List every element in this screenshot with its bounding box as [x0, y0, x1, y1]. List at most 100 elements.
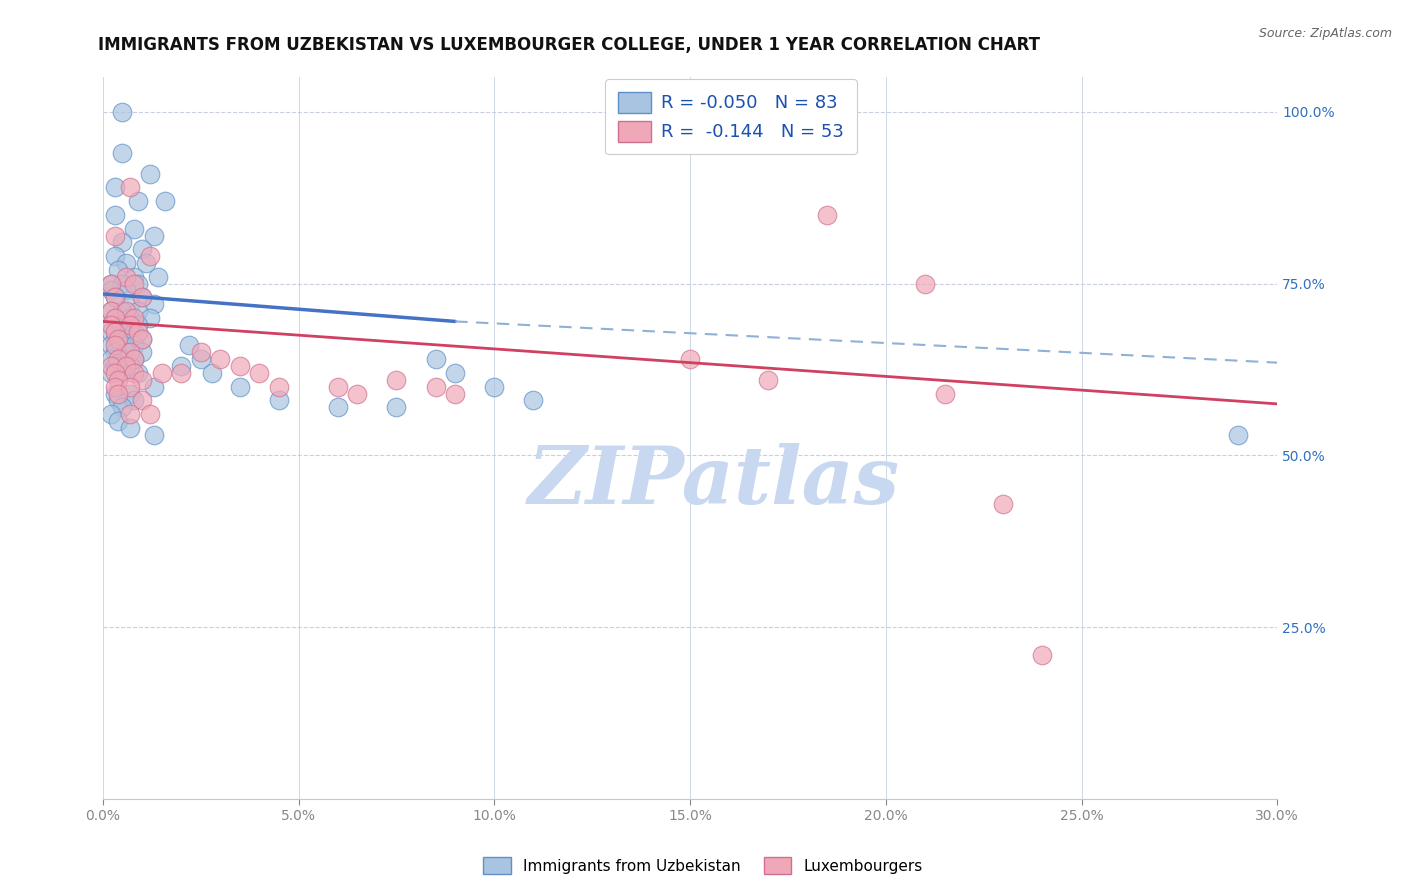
Point: [100, 352, 122, 367]
Point: [103, 332, 125, 346]
Text: IMMIGRANTS FROM UZBEKISTAN VS LUXEMBOURGER COLLEGE, UNDER 1 YEAR CORRELATION CHA: IMMIGRANTS FROM UZBEKISTAN VS LUXEMBOURG…: [98, 36, 1040, 54]
Point: [103, 386, 125, 401]
Point: [139, 167, 162, 181]
Point: [111, 366, 134, 380]
Point: [103, 359, 125, 373]
Point: [756, 373, 779, 387]
Point: [142, 228, 165, 243]
Point: [201, 366, 224, 380]
Point: [177, 338, 200, 352]
Point: [100, 277, 122, 291]
Point: [127, 325, 149, 339]
Point: [135, 256, 157, 270]
Point: [100, 338, 122, 352]
Point: [103, 208, 125, 222]
Point: [111, 304, 134, 318]
Point: [107, 352, 129, 367]
Point: [679, 352, 702, 367]
Point: [100, 407, 122, 421]
Point: [107, 393, 129, 408]
Point: [100, 277, 122, 291]
Point: [1031, 648, 1053, 662]
Point: [127, 304, 149, 318]
Point: [111, 338, 134, 352]
Point: [100, 304, 122, 318]
Point: [385, 401, 408, 415]
Point: [107, 263, 129, 277]
Point: [131, 373, 153, 387]
Point: [131, 290, 153, 304]
Point: [107, 332, 129, 346]
Point: [484, 380, 506, 394]
Point: [1227, 427, 1250, 442]
Text: Source: ZipAtlas.com: Source: ZipAtlas.com: [1258, 27, 1392, 40]
Point: [122, 221, 145, 235]
Point: [127, 194, 149, 209]
Point: [120, 421, 142, 435]
Point: [100, 359, 122, 373]
Point: [131, 290, 153, 304]
Point: [122, 325, 145, 339]
Point: [115, 256, 138, 270]
Point: [115, 269, 138, 284]
Point: [131, 332, 153, 346]
Point: [142, 427, 165, 442]
Point: [142, 297, 165, 311]
Point: [120, 359, 142, 373]
Point: [170, 366, 193, 380]
Point: [139, 249, 162, 263]
Point: [120, 386, 142, 401]
Point: [815, 208, 838, 222]
Point: [115, 359, 138, 373]
Point: [190, 345, 212, 359]
Point: [115, 284, 138, 298]
Point: [127, 277, 149, 291]
Point: [100, 284, 122, 298]
Point: [103, 180, 125, 194]
Text: ZIPatlas: ZIPatlas: [527, 442, 900, 520]
Point: [139, 407, 162, 421]
Point: [127, 318, 149, 332]
Point: [107, 414, 129, 428]
Point: [346, 386, 368, 401]
Point: [170, 359, 193, 373]
Point: [100, 318, 122, 332]
Point: [155, 194, 177, 209]
Point: [103, 249, 125, 263]
Point: [122, 366, 145, 380]
Point: [100, 366, 122, 380]
Point: [247, 366, 270, 380]
Point: [131, 345, 153, 359]
Point: [103, 290, 125, 304]
Point: [120, 297, 142, 311]
Point: [267, 380, 290, 394]
Point: [444, 386, 467, 401]
Point: [103, 366, 125, 380]
Point: [522, 393, 544, 408]
Point: [122, 352, 145, 367]
Point: [122, 352, 145, 367]
Point: [107, 373, 129, 387]
Point: [914, 277, 936, 291]
Point: [122, 338, 145, 352]
Point: [190, 352, 212, 367]
Point: [122, 393, 145, 408]
Point: [111, 325, 134, 339]
Point: [103, 380, 125, 394]
Point: [425, 380, 447, 394]
Point: [150, 366, 173, 380]
Point: [103, 310, 125, 325]
Point: [122, 269, 145, 284]
Point: [100, 304, 122, 318]
Point: [993, 497, 1015, 511]
Point: [120, 380, 142, 394]
Point: [267, 393, 290, 408]
Point: [139, 310, 162, 325]
Point: [120, 180, 142, 194]
Point: [229, 380, 252, 394]
Point: [107, 386, 129, 401]
Point: [111, 352, 134, 367]
Point: [425, 352, 447, 367]
Point: [142, 380, 165, 394]
Point: [115, 345, 138, 359]
